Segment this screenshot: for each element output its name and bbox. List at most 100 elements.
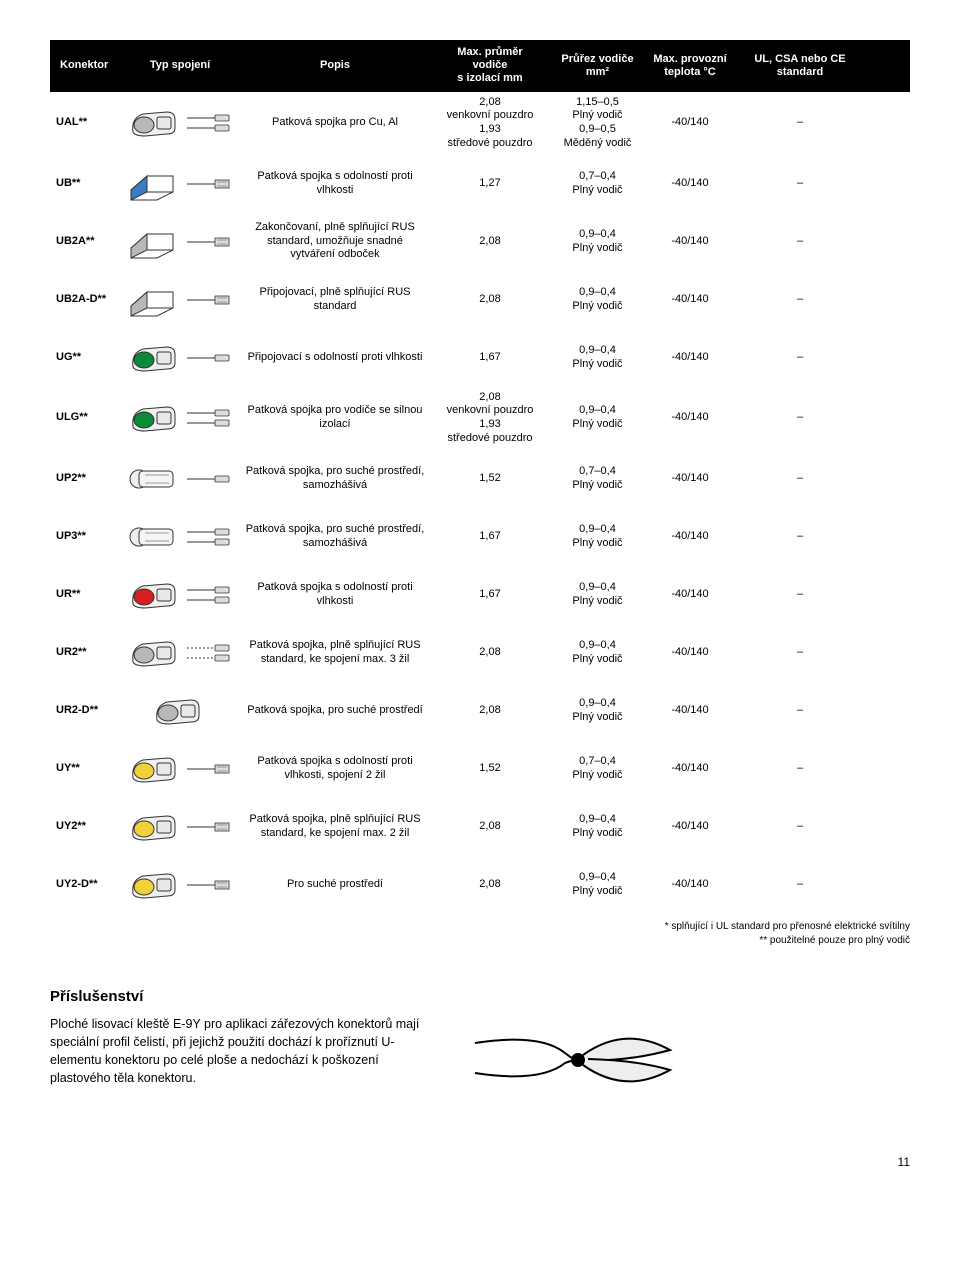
cell-popis: Zakončovaní, plně splňující RUS standard… [240, 217, 430, 266]
cell-prumer: 2,08venkovní pouzdro1,93středové pouzdro [430, 387, 550, 450]
table-row: UP3** Patková spojka, pro suché prostřed… [50, 508, 910, 566]
cell-prumer: 2,08 [430, 289, 550, 311]
accessories-text: Ploché lisovací kleště E-9Y pro aplikaci… [50, 1015, 430, 1088]
col-prurez: Průřez vodičemm² [550, 47, 645, 85]
connector-icon [127, 465, 179, 493]
table-row: UR2** Patková spojka, plně splňující RUS… [50, 624, 910, 682]
cell-prumer: 1,27 [430, 173, 550, 195]
table-row: UR** Patková spojka s odolností proti vl… [50, 566, 910, 624]
cell-popis: Patková spojka, pro suché prostředí, sam… [240, 461, 430, 497]
cell-teplota: -40/140 [645, 526, 735, 548]
table-row: UG** Připojovací s odolností proti vlhko… [50, 329, 910, 387]
cell-popis: Patková spojka s odolností proti vlhkost… [240, 577, 430, 613]
cell-typ [120, 574, 240, 616]
connector-icon [127, 401, 179, 435]
cell-prurez: 1,15–0,5Plný vodič0,9–0,5Měděný vodič [550, 92, 645, 155]
cell-teplota: -40/140 [645, 231, 735, 253]
cell-konektor: UR2** [50, 642, 120, 664]
cell-prumer: 1,52 [430, 468, 550, 490]
cell-popis: Připojovací, plně splňující RUS standard [240, 282, 430, 318]
cell-konektor: UB2A** [50, 231, 120, 253]
cell-standard: – [735, 700, 865, 722]
cell-standard: – [735, 231, 865, 253]
cell-typ [120, 278, 240, 322]
cell-prurez: 0,7–0,4Plný vodič [550, 751, 645, 787]
connector-icon [127, 224, 179, 260]
cell-typ [120, 806, 240, 848]
col-standard: UL, CSA nebo CE standard [735, 47, 865, 85]
col-konektor: Konektor [50, 53, 120, 78]
cell-konektor: UR2-D** [50, 700, 120, 722]
cell-prurez: 0,9–0,4Plný vodič [550, 635, 645, 671]
cell-standard: – [735, 173, 865, 195]
connector-icon [127, 636, 179, 670]
footnotes: * splňující i UL standard pro přenosné e… [50, 920, 910, 948]
cell-popis: Pro suché prostředí [240, 874, 430, 896]
cell-teplota: -40/140 [645, 407, 735, 429]
table-row: UB2A** Zakončovaní, plně splňující RUS s… [50, 213, 910, 271]
cell-prumer: 2,08 [430, 700, 550, 722]
cell-konektor: UB2A-D** [50, 289, 120, 311]
table-row: UP2** Patková spojka, pro suché prostřed… [50, 450, 910, 508]
cell-standard: – [735, 347, 865, 369]
cell-typ [120, 519, 240, 555]
cell-prumer: 2,08 [430, 874, 550, 896]
cell-prurez: 0,7–0,4Plný vodič [550, 461, 645, 497]
wire-icon [185, 762, 233, 776]
footnote-1: * splňující i UL standard pro přenosné e… [50, 920, 910, 934]
cell-teplota: -40/140 [645, 347, 735, 369]
connector-icon [127, 106, 179, 140]
cell-standard: – [735, 584, 865, 606]
cell-prurez: 0,9–0,4Plný vodič [550, 867, 645, 903]
table-row: ULG** Patková spojka pro vodiče se silno… [50, 387, 910, 450]
cell-prumer: 2,08 [430, 816, 550, 838]
cell-standard: – [735, 642, 865, 664]
connector-icon [127, 752, 179, 786]
col-teplota: Max. provozníteplota °C [645, 47, 735, 85]
pliers-icon [470, 1015, 690, 1105]
cell-konektor: UP2** [50, 468, 120, 490]
connector-icon [151, 694, 203, 728]
cell-konektor: UP3** [50, 526, 120, 548]
cell-teplota: -40/140 [645, 584, 735, 606]
connector-icon [127, 810, 179, 844]
cell-prumer: 1,52 [430, 758, 550, 780]
cell-typ [120, 162, 240, 206]
connector-icon [127, 578, 179, 612]
cell-prurez: 0,9–0,4Plný vodič [550, 224, 645, 260]
col-popis: Popis [240, 53, 430, 78]
cell-typ [120, 461, 240, 497]
cell-teplota: -40/140 [645, 874, 735, 896]
cell-konektor: ULG** [50, 407, 120, 429]
cell-popis: Patková spojka s odolností proti vlhkost… [240, 166, 430, 202]
cell-prumer: 2,08venkovní pouzdro1,93středové pouzdro [430, 92, 550, 155]
cell-konektor: UY** [50, 758, 120, 780]
wire-icon [185, 584, 233, 606]
cell-teplota: -40/140 [645, 642, 735, 664]
cell-popis: Patková spojka pro Cu, Al [240, 112, 430, 134]
wire-icon [185, 878, 233, 892]
table-row: UR2-D** Patková spojka, pro suché prostř… [50, 682, 910, 740]
cell-teplota: -40/140 [645, 758, 735, 780]
table-row: UB2A-D** Připojovací, plně splňující RUS… [50, 271, 910, 329]
cell-teplota: -40/140 [645, 700, 735, 722]
cell-teplota: -40/140 [645, 112, 735, 134]
cell-typ [120, 748, 240, 790]
table-header: Konektor Typ spojení Popis Max. průměrvo… [50, 40, 910, 92]
cell-popis: Patková spojka s odolností proti vlhkost… [240, 751, 430, 787]
cell-standard: – [735, 289, 865, 311]
cell-standard: – [735, 468, 865, 490]
cell-popis: Patková spojka, plně splňující RUS stand… [240, 809, 430, 845]
cell-standard: – [735, 526, 865, 548]
wire-icon [185, 235, 233, 249]
cell-konektor: UR** [50, 584, 120, 606]
cell-standard: – [735, 874, 865, 896]
cell-prurez: 0,9–0,4Plný vodič [550, 282, 645, 318]
cell-konektor: UB** [50, 173, 120, 195]
wire-icon [185, 351, 233, 365]
cell-typ [120, 220, 240, 264]
cell-popis: Patková spojka, pro suché prostředí [240, 700, 430, 722]
cell-konektor: UY2-D** [50, 874, 120, 896]
table-row: UAL** Patková spojka pro Cu, Al 2,08venk… [50, 92, 910, 155]
cell-prumer: 1,67 [430, 584, 550, 606]
